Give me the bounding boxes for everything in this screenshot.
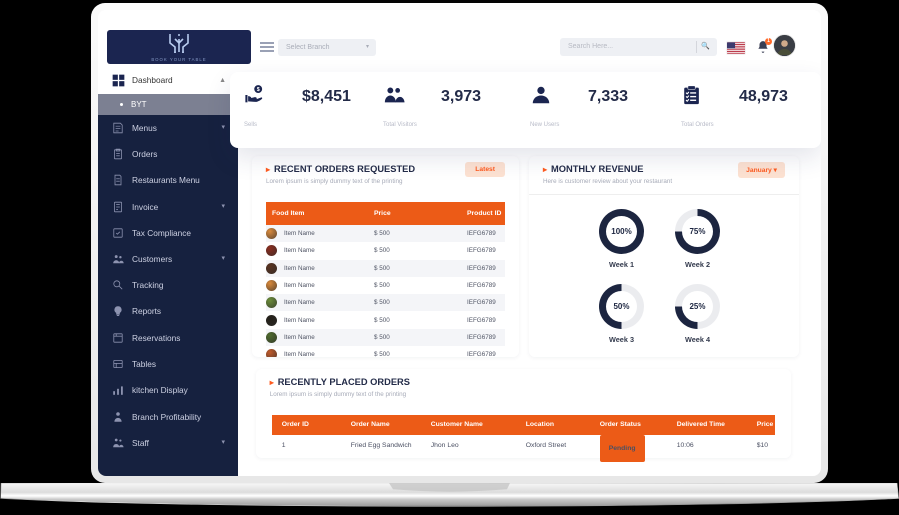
svg-text:$: $ [257, 87, 260, 93]
